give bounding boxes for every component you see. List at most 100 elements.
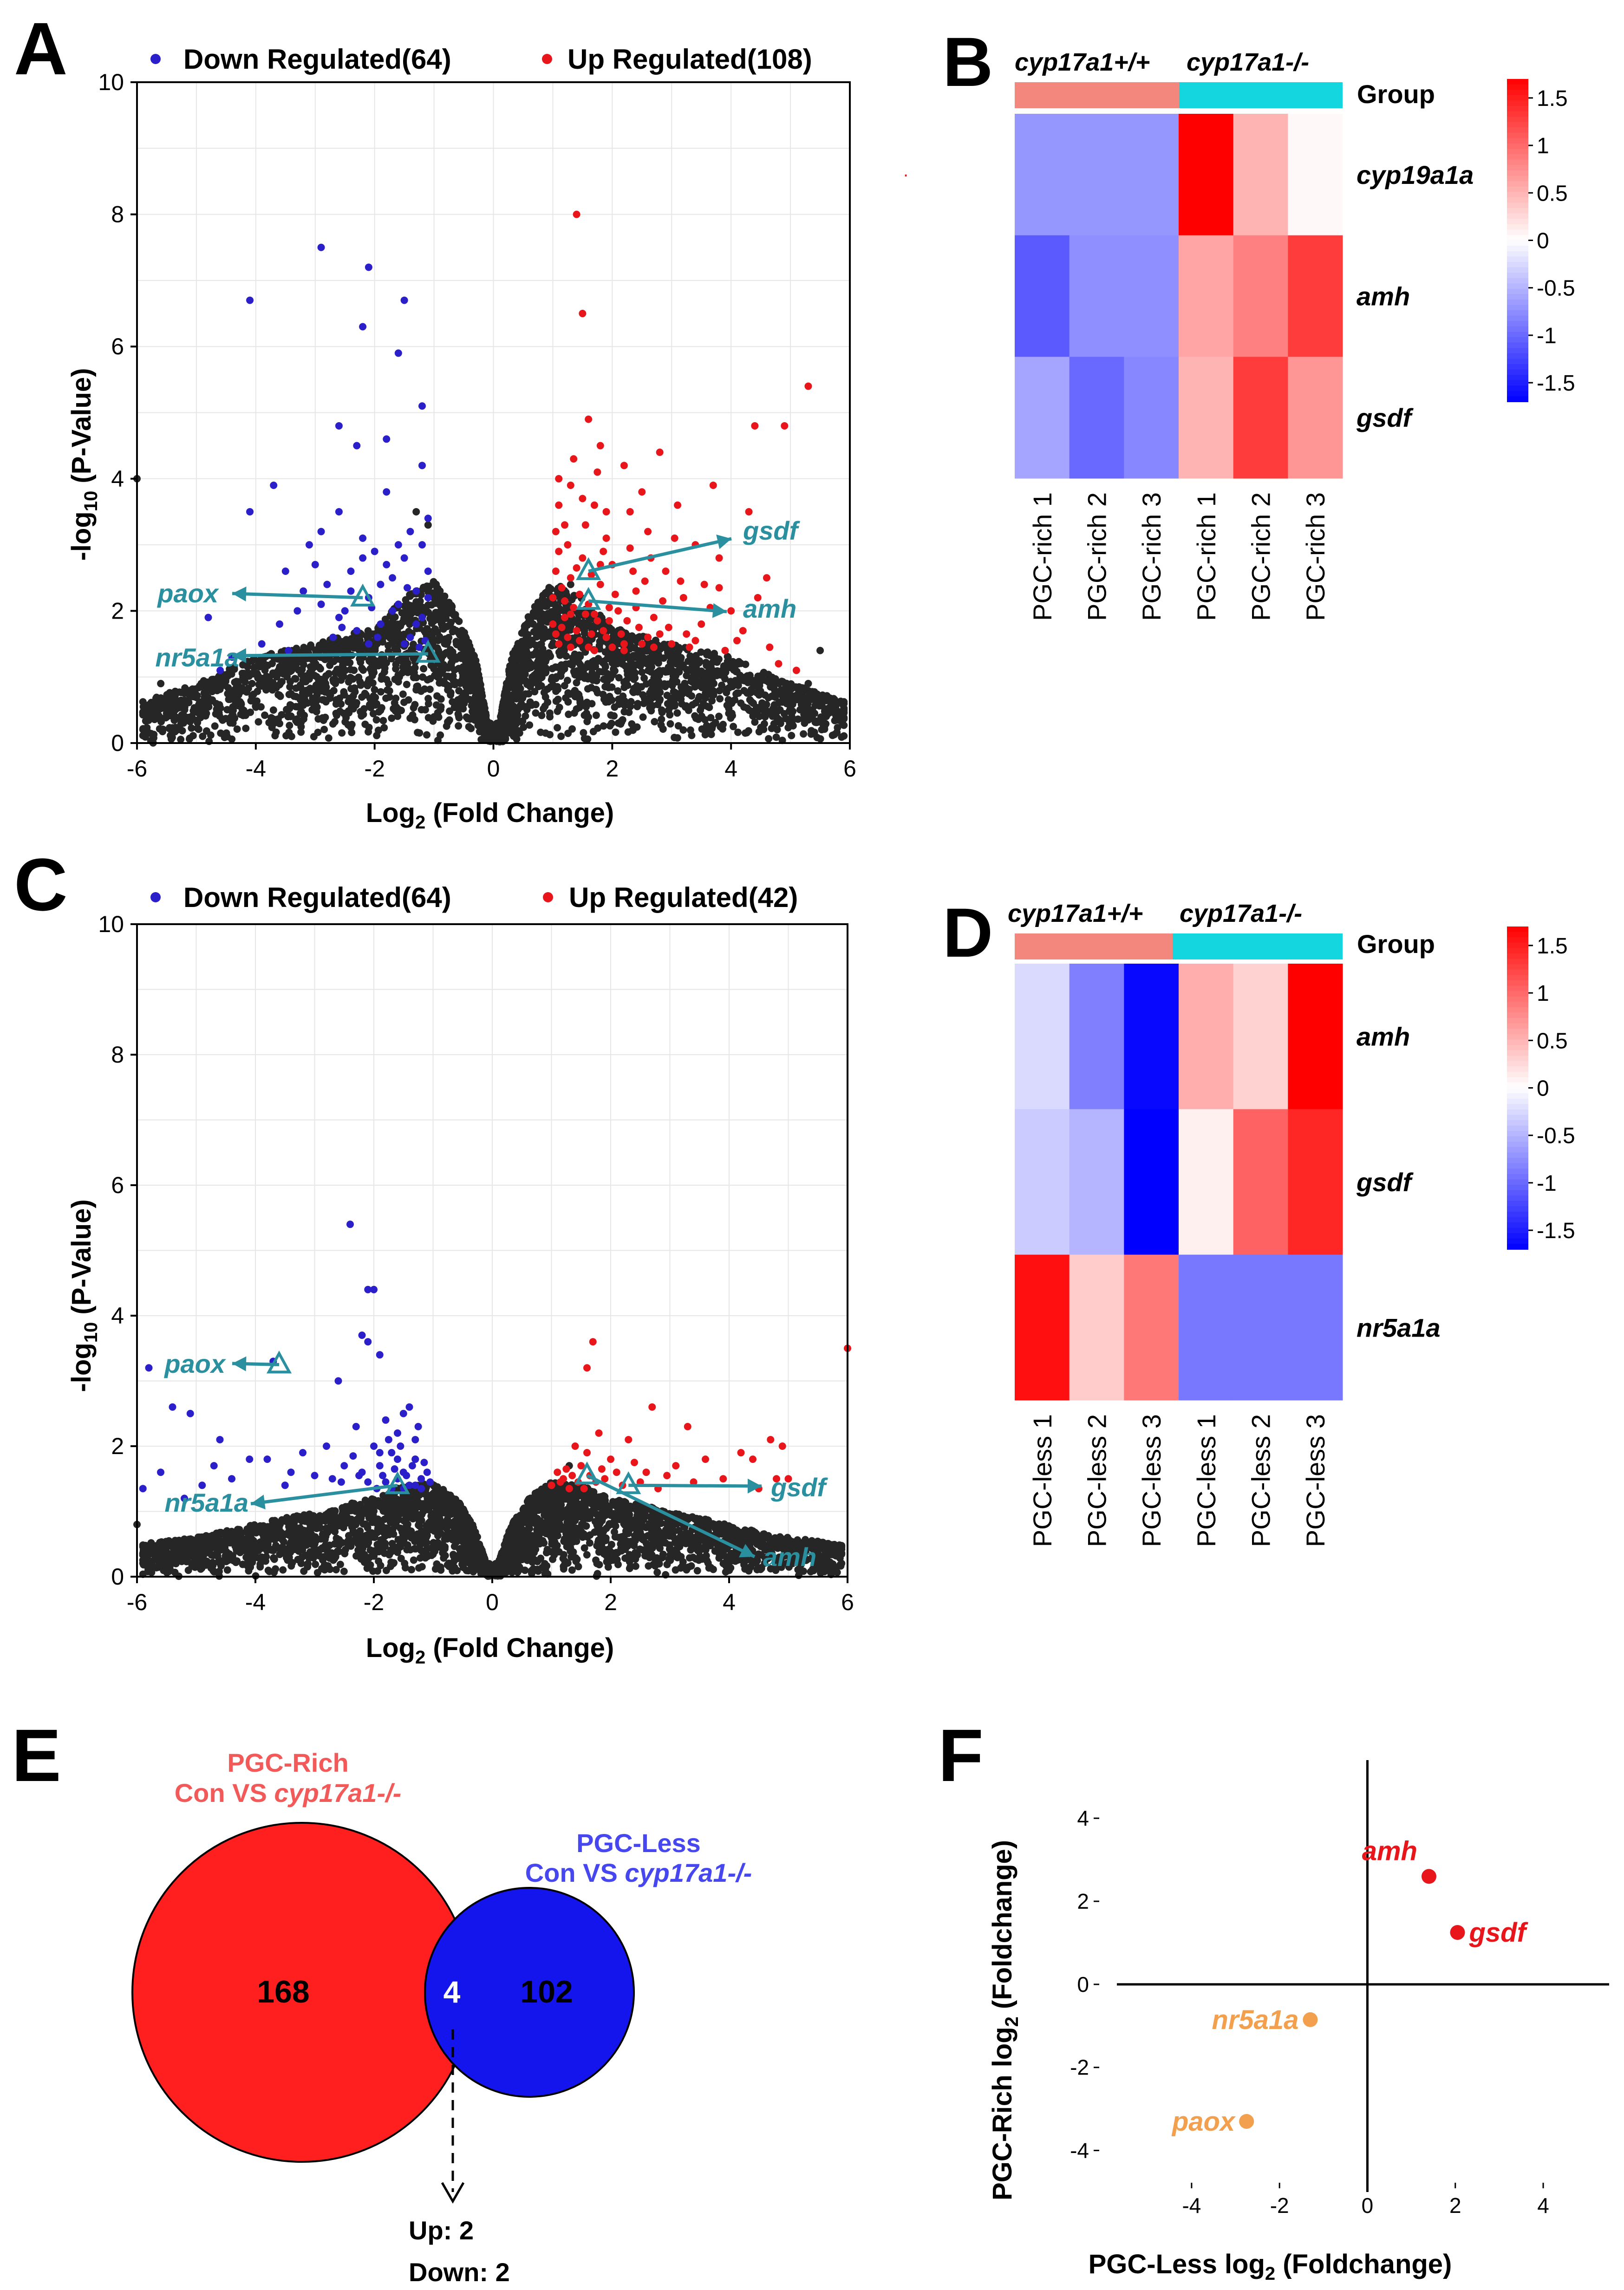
ns-point-a [613,648,621,656]
ns-point-a [635,652,643,660]
ns-point-a [430,617,438,625]
ns-point-a [364,627,372,635]
ns-point-a [736,672,744,679]
up-point-a [727,607,735,615]
ns-point-a [615,695,623,703]
down-point-a [335,422,343,430]
ns-point-a [292,684,300,692]
ns-point-a [661,683,669,691]
ns-point-a [424,700,432,708]
ns-point-a [338,729,346,737]
down-point-a [281,568,289,575]
ns-point-a [395,631,403,639]
down-point-a [383,488,391,496]
ns-point-a [568,661,576,669]
ns-point-a [166,689,174,697]
up-point-a [683,630,691,638]
ns-point-a [624,728,632,736]
ns-point-a [594,724,602,732]
ns-point-c [336,1560,344,1568]
ns-point-a [588,665,596,672]
ns-point-a [701,731,709,738]
ns-point-c [833,1568,841,1576]
ns-point-a [737,699,745,707]
ns-point-a [523,655,531,663]
ns-point-a [554,707,561,715]
ns-point-a [810,688,818,696]
up-point-a [594,617,601,625]
ns-point-a [224,684,232,692]
ns-point-a [549,639,557,647]
ns-point-a [698,703,705,711]
up-point-a [585,415,593,423]
up-point-a [656,448,664,456]
down-point-a [418,541,426,549]
up-point-a [561,521,568,529]
ns-point-a [540,705,548,713]
ns-point-a [327,658,335,665]
ns-point-a [832,711,840,719]
ns-point-a [392,665,400,673]
down-point-a [424,515,432,522]
ns-point-a [184,713,192,721]
ns-point-a [526,721,534,729]
ns-point-a [788,731,796,739]
up-point-a [575,590,583,598]
ns-point-a [466,696,474,704]
up-point-a [549,594,557,601]
ns-point-a [531,688,539,696]
ns-point-a [681,703,689,711]
down-point-a [400,640,408,648]
ns-point-a [143,716,151,724]
ns-point-a [561,642,569,650]
up-point-a [573,627,580,635]
ns-point-a [538,711,546,719]
ns-point-a [571,687,579,695]
ns-point-a [146,704,154,711]
ns-point-a [645,654,652,662]
ns-points-c [133,1455,846,1580]
up-point-a [552,568,560,575]
ns-point-a [694,695,702,703]
ns-point-a [666,720,674,728]
down-point-a [394,349,402,357]
ns-point-a [621,662,629,670]
ns-point-a [139,711,147,719]
ns-point-a [640,674,648,682]
ns-point-a [480,712,488,720]
ns-point-a [449,698,457,706]
ns-point-a [562,694,570,702]
ns-point-a [325,670,333,678]
ns-point-a [310,733,318,741]
ns-point-a [337,700,345,708]
ns-point-a [346,673,354,681]
ns-point-a [207,697,215,705]
ns-point-a [178,727,186,735]
ns-point-a [313,703,321,711]
ns-point-a [238,669,246,677]
ns-point-a [605,652,613,659]
ns-point-a [672,660,680,668]
ns-point-a [801,705,809,713]
down-point-a [424,568,432,575]
down-point-a [317,528,325,535]
ns-point-a [455,712,463,720]
ns-point-a [543,633,551,640]
ns-point-a [433,692,441,700]
ns-point-a [506,704,514,712]
down-point-a [406,528,414,535]
down-point-a [353,442,361,450]
ns-point-a [350,644,358,652]
ns-point-a [188,724,196,732]
ns-point-a [319,638,327,646]
ns-point-a [344,657,352,665]
ns-point-a [400,615,408,623]
ns-point-a [683,672,691,679]
ns-point-a [812,699,820,707]
ns-point-a [388,714,396,722]
ns-point-a [551,607,559,614]
ns-point-a [545,586,553,594]
gene-arrow-a [588,599,727,613]
gene-arrowhead-a [232,648,247,663]
ns-point-a [567,581,574,588]
